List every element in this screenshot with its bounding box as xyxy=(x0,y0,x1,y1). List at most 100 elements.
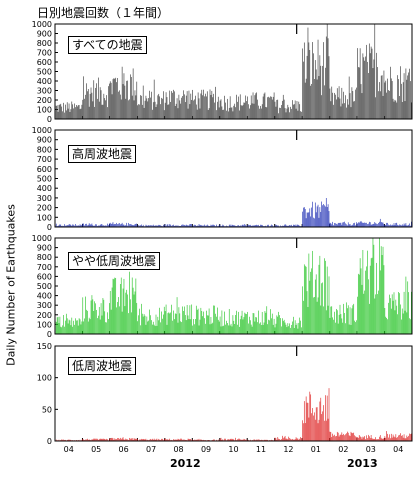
chart-bar xyxy=(138,315,139,334)
chart-bar xyxy=(330,432,332,441)
chart-bar xyxy=(294,320,296,334)
chart-bar xyxy=(91,439,93,441)
chart-bar xyxy=(270,309,271,334)
chart-bar xyxy=(86,309,87,334)
chart-bar xyxy=(334,222,335,227)
chart-bar xyxy=(67,225,69,227)
chart-bar xyxy=(71,317,73,334)
chart-bar xyxy=(369,265,371,334)
chart-bar xyxy=(168,225,170,227)
chart-bar xyxy=(242,224,244,227)
chart-bar xyxy=(68,319,70,334)
y-tick-label: 200 xyxy=(37,311,52,320)
chart-bar xyxy=(217,96,219,119)
chart-bar xyxy=(177,322,179,334)
chart-bar xyxy=(321,95,322,119)
chart-bar xyxy=(73,320,74,334)
chart-bar xyxy=(401,435,402,441)
chart-bar xyxy=(258,310,259,334)
chart-bar xyxy=(388,224,389,227)
chart-bar xyxy=(195,104,197,119)
chart-bar xyxy=(379,91,381,119)
chart-bar xyxy=(404,224,406,227)
chart-bar xyxy=(351,225,353,227)
chart-bar xyxy=(185,224,187,227)
chart-bar xyxy=(87,438,88,441)
chart-bar xyxy=(332,221,333,227)
chart-bar xyxy=(184,439,185,441)
chart-bar xyxy=(306,402,308,441)
chart-bar xyxy=(109,290,111,334)
chart-bar xyxy=(174,439,176,441)
chart-bar xyxy=(339,222,341,227)
chart-bar xyxy=(138,225,139,227)
chart-bar xyxy=(184,224,185,227)
chart-bar xyxy=(410,319,411,334)
chart-bar xyxy=(303,61,304,119)
chart-bar xyxy=(336,223,337,227)
chart-bar xyxy=(310,85,312,119)
chart-bar xyxy=(224,438,225,441)
chart-bar xyxy=(167,439,169,441)
chart-bar xyxy=(310,216,312,227)
chart-bar xyxy=(351,308,353,334)
chart-bar xyxy=(217,307,218,334)
chart-bar xyxy=(364,290,366,334)
chart-bar xyxy=(269,97,270,119)
chart-bar xyxy=(70,224,72,227)
chart-bar xyxy=(251,103,253,119)
chart-bar xyxy=(83,321,84,334)
chart-bar xyxy=(312,408,313,441)
chart-bar xyxy=(188,318,190,334)
chart-bar xyxy=(296,323,298,334)
chart-bar xyxy=(166,97,168,119)
chart-bar xyxy=(313,53,314,120)
chart-bar xyxy=(325,198,327,227)
chart-bar xyxy=(342,435,344,441)
chart-bar xyxy=(139,104,140,119)
chart-bar xyxy=(136,81,138,119)
chart-bar xyxy=(248,104,249,119)
chart-bar xyxy=(199,108,201,119)
chart-bar xyxy=(104,311,106,334)
chart-bar xyxy=(266,439,268,441)
chart-bar xyxy=(163,438,165,441)
chart-bar xyxy=(73,224,74,227)
chart-bar xyxy=(365,56,366,119)
chart-bar xyxy=(110,82,112,119)
chart-bar xyxy=(282,225,283,227)
chart-bar xyxy=(343,91,344,119)
y-tick-label: 50 xyxy=(42,405,52,414)
chart-bar xyxy=(297,438,299,441)
chart-bar xyxy=(257,225,258,227)
chart-bar xyxy=(312,42,313,119)
chart-bar xyxy=(85,296,86,334)
chart-bar xyxy=(203,89,204,119)
chart-bar xyxy=(338,436,340,441)
chart-bar xyxy=(68,224,70,227)
chart-bar xyxy=(374,439,376,441)
chart-bar xyxy=(65,225,66,227)
chart-bar xyxy=(126,80,128,119)
chart-bar xyxy=(158,93,160,119)
chart-bar xyxy=(348,435,350,441)
chart-bar xyxy=(166,439,168,441)
chart-bar xyxy=(108,224,109,227)
chart-bar xyxy=(107,223,108,227)
chart-bar xyxy=(396,102,398,119)
chart-bar xyxy=(158,438,160,441)
chart-bar xyxy=(314,412,315,441)
chart-bar xyxy=(374,24,376,119)
chart-bar xyxy=(389,225,390,227)
chart-bar xyxy=(214,225,215,227)
x-tick-label: 10 xyxy=(228,445,238,454)
chart-bar xyxy=(359,258,361,334)
chart-bar xyxy=(253,225,255,227)
chart-bar xyxy=(290,106,291,119)
chart-bar xyxy=(147,321,149,334)
chart-bar xyxy=(211,323,213,334)
chart-bar xyxy=(307,402,309,441)
chart-bar xyxy=(383,224,385,227)
chart-bar xyxy=(314,218,315,227)
chart-bar xyxy=(390,433,392,441)
